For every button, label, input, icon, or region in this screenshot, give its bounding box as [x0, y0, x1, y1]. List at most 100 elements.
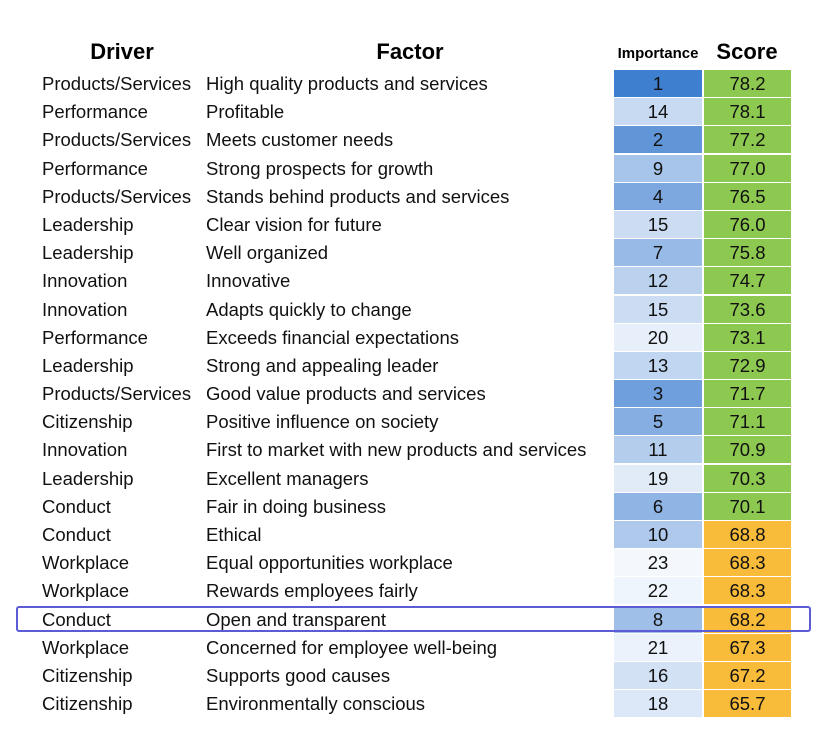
driver-cell: Leadership [42, 467, 134, 489]
driver-cell: Conduct [42, 608, 111, 630]
factor-cell: Environmentally conscious [206, 693, 426, 715]
table-row: Leadership Well organized 7 75.8 [0, 239, 827, 267]
score-cell: 78.2 [704, 70, 791, 97]
score-cell: 77.2 [704, 126, 791, 154]
table-row: Workplace Equal opportunities workplace 23… [0, 549, 827, 577]
header-factor: Factor [376, 39, 444, 64]
score-cell: 70.9 [704, 436, 791, 464]
driver-cell: Performance [42, 157, 148, 179]
importance-cell: 18 [614, 690, 702, 718]
factor-cell: Clear vision for future [206, 213, 382, 235]
score-cell: 65.7 [704, 690, 791, 718]
driver-cell: Citizenship [42, 693, 133, 715]
score-cell: 68.3 [704, 577, 791, 605]
table-row: Innovation Adapts quickly to change 15 73.6 [0, 295, 827, 324]
score-cell: 76.0 [704, 210, 791, 238]
importance-cell: 10 [614, 521, 702, 548]
factor-cell: Profitable [206, 101, 285, 123]
score-cell: 68.3 [704, 549, 791, 577]
importance-cell: 11 [614, 436, 702, 464]
driver-cell: Leadership [42, 354, 134, 376]
importance-cell: 5 [614, 408, 702, 436]
factor-cell: Stands behind products and services [206, 185, 510, 207]
score-cell: 74.7 [704, 267, 791, 295]
score-cell: 77.0 [704, 154, 791, 182]
factor-cell: Equal opportunities workplace [206, 552, 453, 574]
factor-cell: Good value products and services [206, 383, 486, 405]
table-row: Leadership Strong and appealing leader 13 7… [0, 351, 827, 380]
table-row: Leadership Excellent managers 19 70.3 [0, 464, 827, 493]
score-cell: 68.8 [704, 521, 791, 548]
importance-cell: 4 [614, 182, 702, 210]
factor-cell: Innovative [206, 270, 291, 292]
score-cell: 73.6 [704, 295, 791, 323]
importance-cell: 21 [614, 633, 702, 661]
header-importance: Importance [617, 45, 699, 62]
header-driver: Driver [90, 39, 154, 64]
score-cell: 72.9 [704, 351, 791, 379]
factor-cell: Exceeds financial expectations [206, 326, 459, 348]
driver-cell: Products/Services [42, 185, 192, 207]
factor-cell: Rewards employees fairly [206, 580, 418, 602]
score-cell: 68.2 [704, 605, 791, 633]
importance-cell: 16 [614, 661, 702, 689]
factor-cell: Ethical [206, 524, 262, 545]
importance-cell: 22 [614, 577, 702, 605]
table-row: Products/Services Good value products and… [0, 380, 827, 408]
score-cell: 71.7 [704, 380, 791, 408]
importance-cell: 6 [614, 492, 702, 520]
importance-cell: 14 [614, 98, 702, 126]
factor-cell: Strong prospects for growth [206, 157, 434, 179]
table-row: Citizenship Positive influence on society… [0, 408, 827, 436]
importance-cell: 23 [614, 549, 702, 577]
driver-cell: Workplace [42, 580, 130, 602]
driver-cell: Citizenship [42, 664, 133, 686]
factor-cell: First to market with new products and se… [206, 439, 587, 461]
importance-cell: 9 [614, 154, 702, 182]
importance-cell: 20 [614, 323, 702, 351]
table-row: Citizenship Environmentally conscious 18 65… [0, 690, 827, 718]
score-cell: 76.5 [704, 182, 791, 210]
score-cell: 71.1 [704, 408, 791, 436]
importance-cell: 19 [614, 464, 702, 492]
factor-cell: Adapts quickly to change [206, 298, 412, 320]
factor-cell: Positive influence on society [206, 411, 439, 433]
table-row: Products/Services Stands behind products … [0, 182, 827, 211]
driver-cell: Leadership [42, 242, 134, 264]
header-score: Score [716, 39, 778, 64]
importance-cell: 13 [614, 351, 702, 379]
factor-cell: Open and transparent [206, 608, 386, 630]
table-row: Performance Strong prospects for growth 9 7… [0, 154, 827, 183]
importance-cell: 7 [614, 239, 702, 267]
score-cell: 78.1 [704, 98, 791, 126]
importance-cell: 12 [614, 267, 702, 295]
factor-cell: Fair in doing business [206, 495, 386, 517]
driver-cell: Performance [42, 326, 148, 348]
driver-cell: Conduct [42, 524, 111, 545]
driver-cell: Innovation [42, 270, 128, 292]
score-cell: 67.2 [704, 661, 791, 689]
driver-cell: Innovation [42, 439, 128, 461]
table-row: Workplace Rewards employees fairly 22 68.3 [0, 577, 827, 605]
driver-cell: Products/Services [42, 129, 192, 151]
importance-cell: 3 [614, 380, 702, 408]
table-row: Performance Profitable 14 78.1 [0, 98, 827, 126]
importance-cell: 2 [614, 126, 702, 154]
factor-cell: Meets customer needs [206, 129, 394, 151]
score-cell: 70.1 [704, 492, 791, 520]
driver-cell: Conduct [42, 495, 111, 517]
table-row: Conduct Ethical 10 68.8 [0, 521, 827, 549]
table-row: Products/Services Meets customer needs 2 77… [0, 126, 827, 154]
score-cell: 67.3 [704, 633, 791, 661]
driver-cell: Performance [42, 101, 148, 123]
factor-cell: Strong and appealing leader [206, 354, 439, 376]
score-cell: 75.8 [704, 239, 791, 267]
table-row: Innovation First to market with new produ… [0, 436, 827, 464]
driver-cell: Citizenship [42, 411, 133, 433]
importance-cell: 1 [614, 70, 702, 97]
table-row: Performance Exceeds financial expectation… [0, 323, 827, 352]
table-row: Conduct Fair in doing business 6 70.1 [0, 492, 827, 521]
table-row: Workplace Concerned for employee well-bei… [0, 633, 827, 662]
score-cell: 73.1 [704, 323, 791, 351]
